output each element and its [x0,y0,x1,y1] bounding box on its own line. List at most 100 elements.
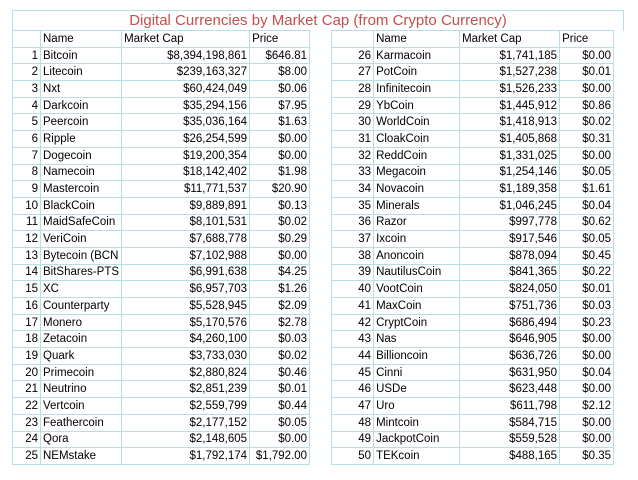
market-cap-cell: $18,142,402 [121,163,251,182]
table-row: 6 Ripple $26,254,599 $0.00 31 CloakCoin $1,405… [12,130,615,148]
rank-cell: 8 [12,163,41,182]
market-cap-cell: $623,448 [459,380,561,399]
column-gap [309,164,333,181]
column-gap [309,297,333,315]
header-price-right: Price [559,30,615,48]
rank-cell: 33 [331,163,375,182]
market-cap-cell: $35,036,164 [121,113,251,132]
column-gap [309,214,333,231]
table-row: 22 Vertcoin $2,559,799 $0.44 47 Uro $611,798 $2… [12,397,615,415]
name-cell: Vertcoin [39,397,123,415]
rank-cell: 19 [12,347,41,365]
market-cap-cell: $9,889,891 [121,196,251,215]
rank-cell: 23 [12,413,41,432]
column-gap [309,147,333,164]
table-row: 15 XC $6,957,703 $1.26 40 VootCoin $824,050 $0.… [12,280,615,298]
rank-cell: 50 [331,447,375,465]
name-cell: Feathercoin [39,413,123,432]
market-cap-cell: $1,527,238 [459,63,561,82]
name-cell: Razor [373,213,461,232]
name-cell: Karmacoin [373,46,461,65]
rank-cell: 27 [331,63,375,82]
column-gap [309,180,333,198]
rank-cell: 29 [331,96,375,115]
column-gap [309,80,333,98]
rank-cell: 44 [331,347,375,365]
name-cell: Mintcoin [373,413,461,432]
price-cell: $0.35 [559,447,615,465]
market-cap-cell: $2,851,239 [121,380,251,399]
price-cell: $0.00 [249,146,311,165]
price-cell: $0.00 [559,413,615,432]
price-cell: $0.00 [559,330,615,349]
price-cell: $0.01 [559,280,615,298]
price-cell: $0.03 [559,297,615,315]
column-gap [309,447,333,465]
name-cell: JackpotCoin [373,430,461,449]
name-cell: Qora [39,430,123,449]
rank-cell: 45 [331,363,375,382]
currency-table: Name Market Cap Price Name Market Cap Pr… [12,30,615,465]
table-row: 19 Quark $3,733,030 $0.02 44 Billioncoin $636,… [12,347,615,365]
price-cell: $2.09 [249,297,311,315]
market-cap-cell: $611,798 [459,397,561,415]
name-cell: ReddCoin [373,146,461,165]
name-cell: Billioncoin [373,347,461,365]
price-cell: $0.00 [559,46,615,65]
market-cap-cell: $1,418,913 [459,113,561,132]
table-row: 5 Peercoin $35,036,164 $1.63 30 WorldCoin $1,4… [12,113,615,132]
name-cell: PotCoin [373,63,461,82]
name-cell: CloakCoin [373,130,461,148]
price-cell: $0.00 [249,430,311,449]
name-cell: Quark [39,347,123,365]
header-name-right: Name [373,30,461,48]
table-row: 7 Dogecoin $19,200,354 $0.00 32 ReddCoin $1,33… [12,146,615,165]
market-cap-cell: $1,189,358 [459,180,561,198]
price-cell: $0.13 [249,196,311,215]
price-cell: $0.05 [559,230,615,248]
header-market-cap-right: Market Cap [459,30,561,48]
rank-cell: 43 [331,330,375,349]
header-rank-left [12,30,41,48]
market-cap-cell: $1,526,233 [459,80,561,98]
price-cell: $1,792.00 [249,447,311,465]
header-row: Name Market Cap Price Name Market Cap Pr… [12,30,615,48]
table-row: 16 Counterparty $5,528,945 $2.09 41 MaxCoin $7… [12,297,615,315]
name-cell: Bytecoin (BCN [39,246,123,265]
column-gap [309,264,333,281]
market-cap-cell: $2,148,605 [121,430,251,449]
table-row: 24 Qora $2,148,605 $0.00 49 JackpotCoin $559,5… [12,430,615,449]
rank-cell: 22 [12,397,41,415]
price-cell: $1.98 [249,163,311,182]
market-cap-cell: $4,260,100 [121,330,251,349]
price-cell: $1.61 [559,180,615,198]
table-row: 17 Monero $5,170,576 $2.78 42 CryptCoin $686,4… [12,313,615,332]
table-row: 10 BlackCoin $9,889,891 $0.13 35 Minerals $1,0… [12,196,615,215]
name-cell: Neutrino [39,380,123,399]
name-cell: YbCoin [373,96,461,115]
rank-cell: 16 [12,297,41,315]
market-cap-cell: $3,733,030 [121,347,251,365]
column-gap [309,113,333,131]
column-gap [309,63,333,81]
header-name-left: Name [39,30,123,48]
name-cell: Darkcoin [39,96,123,115]
table-row: 11 MaidSafeCoin $8,101,531 $0.02 36 Razor $997… [12,213,615,232]
market-cap-cell: $11,771,537 [121,180,251,198]
price-cell: $0.00 [249,130,311,148]
rank-cell: 7 [12,146,41,165]
name-cell: BitShares-PTS [39,263,123,282]
market-cap-cell: $2,559,799 [121,397,251,415]
column-gap [309,247,333,265]
name-cell: Uro [373,397,461,415]
column-gap [309,97,333,114]
rank-cell: 4 [12,96,41,115]
price-cell: $0.00 [559,146,615,165]
name-cell: Primecoin [39,363,123,382]
price-cell: $0.00 [559,80,615,98]
page-title: Digital Currencies by Market Cap (from C… [12,10,624,31]
name-cell: USDe [373,380,461,399]
table-row: 8 Namecoin $18,142,402 $1.98 33 Megacoin $1,25… [12,163,615,182]
market-cap-cell: $35,294,156 [121,96,251,115]
market-cap-cell: $1,741,185 [459,46,561,65]
